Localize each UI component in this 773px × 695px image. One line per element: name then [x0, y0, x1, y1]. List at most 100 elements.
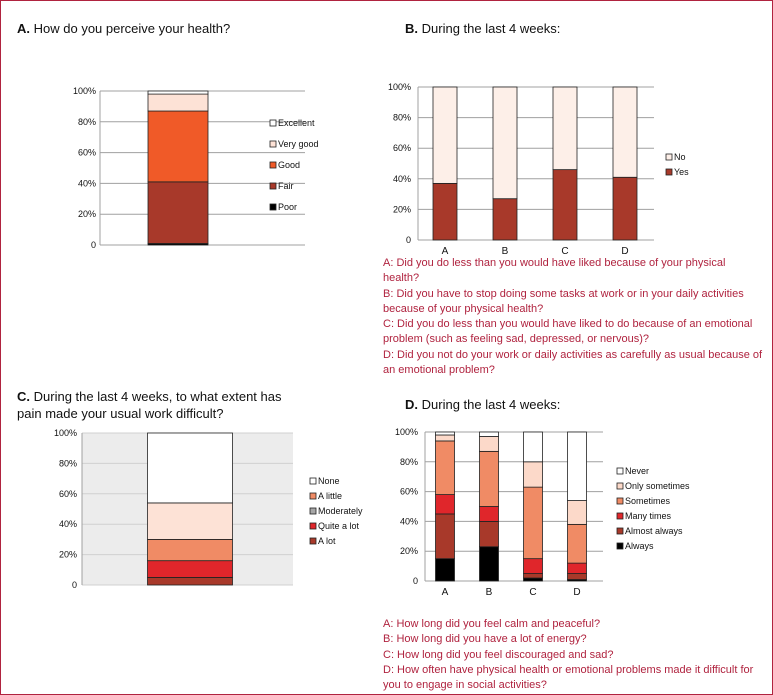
chart-a-legend-label: Excellent [278, 118, 315, 128]
chart-c-bar-total-a-lot [147, 577, 233, 586]
chart-b-y-tick-label: 100% [388, 82, 411, 92]
chart-a-y-tick-label: 100% [73, 86, 96, 96]
chart-b-bar-c-yes [552, 169, 578, 241]
chart-d-bar-d-never [567, 431, 587, 501]
panel-d-question-a: A: How long did you feel calm and peacef… [383, 618, 601, 630]
panel-b-question-c: C: Did you do less than you would have l… [383, 318, 753, 346]
panel-a-title: A. How do you perceive your health? [17, 20, 230, 37]
panel-d-question-d: D: How often have physical health or emo… [383, 663, 754, 692]
chart-b-x-tick-label: D [621, 246, 628, 257]
chart-a-y-tick-label: 0 [91, 240, 96, 250]
chart-b-legend-swatch [665, 168, 673, 176]
chart-c-legend-label: Quite a lot [318, 521, 360, 531]
chart-d-bar-c-always [523, 577, 543, 582]
chart-a-bar-total-very-good [147, 93, 209, 112]
panel-c-title-line-1: During the last 4 weeks, to what extent … [33, 389, 282, 404]
chart-d-legend-label: Almost always [625, 526, 683, 536]
chart-b-bar-b-no [492, 86, 518, 200]
panel-d-question-c: C: How long did you feel discouraged and… [383, 648, 614, 661]
chart-c-bar-total-a-little [147, 502, 233, 540]
chart-d-legend-swatch [616, 527, 624, 535]
chart-b-bar-d-yes [612, 176, 638, 241]
chart-a-y-tick-label: 20% [78, 209, 96, 219]
chart-d-bar-b-only-sometimes [479, 436, 499, 452]
chart-a-legend-swatch [269, 140, 277, 148]
chart-d-bar-b-never [479, 431, 499, 437]
chart-d-bar-d-many-times [567, 562, 587, 574]
chart-a-legend-swatch [269, 182, 277, 190]
chart-a-legend-swatch [269, 161, 277, 169]
chart-d-x-tick-label: A [442, 587, 449, 598]
chart-d-bar-b-sometimes [479, 450, 499, 507]
chart-d-legend-swatch [616, 497, 624, 505]
chart-c-legend-label: A little [318, 491, 342, 501]
chart-c-legend-swatch [309, 537, 317, 545]
chart-d-bar-a-many-times [435, 494, 455, 515]
panel-b-title-text: During the last 4 weeks: [421, 21, 561, 36]
chart-b-legend-label: No [674, 152, 686, 162]
chart-d-bar-d-sometimes [567, 523, 587, 564]
chart-c-legend-swatch [309, 522, 317, 530]
chart-d-legend-label: Only sometimes [625, 481, 690, 491]
chart-c-y-tick-label: 80% [59, 458, 77, 468]
chart-b-legend-label: Yes [674, 167, 689, 177]
chart-b-bar-b-yes [492, 198, 518, 241]
panel-d-title: D. During the last 4 weeks: [405, 396, 560, 413]
chart-d-y-tick-label: 0 [413, 576, 418, 586]
chart-b-y-tick-label: 40% [393, 174, 411, 184]
panel-d-letter: D. [405, 397, 418, 412]
chart-c-legend-label: A lot [318, 536, 336, 546]
chart-d-y-tick-label: 80% [400, 457, 418, 467]
chart-d-y-tick-label: 20% [400, 546, 418, 556]
chart-c-y-tick-label: 100% [54, 428, 77, 438]
chart-b-y-tick-label: 20% [393, 204, 411, 214]
chart-d-bar-d-only-sometimes [567, 500, 587, 525]
chart-a-legend-label: Very good [278, 139, 319, 149]
panel-c-title-line-2: pain made your usual work difficult? [17, 406, 224, 421]
panel-b-question-b: B: Did you have to stop doing some tasks… [383, 287, 744, 315]
chart-a-legend-label: Good [278, 160, 300, 170]
chart-c-bar-total-quite-a-lot [147, 560, 233, 578]
chart-d-legend-label: Never [625, 466, 649, 476]
chart-a-legend-swatch [269, 203, 277, 211]
chart-d-y-tick-label: 40% [400, 516, 418, 526]
panel-d-question-b: B: How long did you have a lot of energy… [383, 633, 587, 646]
chart-b-y-tick-label: 0 [406, 235, 411, 245]
chart-d-bar-a-sometimes [435, 440, 455, 495]
chart-d-bar-c-only-sometimes [523, 461, 543, 488]
panel-c-title: C. During the last 4 weeks, to what exte… [17, 388, 281, 422]
chart-a-y-tick-label: 40% [78, 178, 96, 188]
chart-a-legend-label: Poor [278, 202, 297, 212]
chart-b-y-tick-label: 60% [393, 143, 411, 153]
panel-c-letter: C. [17, 389, 30, 404]
chart-a-legend-label: Fair [278, 181, 294, 191]
panel-d-title-text: During the last 4 weeks: [421, 397, 561, 412]
chart-d-legend-swatch [616, 467, 624, 475]
chart-d-bar-b-always [479, 546, 499, 582]
chart-a-bar-total-fair [147, 181, 209, 244]
chart-d-bar-a-only-sometimes [435, 434, 455, 442]
chart-c-y-tick-label: 0 [72, 580, 77, 590]
chart-d-bar-c-sometimes [523, 486, 543, 560]
chart-b-bar-c-no [552, 86, 578, 171]
chart-d-bar-c-many-times [523, 558, 543, 574]
chart-b-bar-d-no [612, 86, 638, 178]
chart-d-legend-swatch [616, 542, 624, 550]
panel-d-questions: A: How long did you feel calm and peacef… [383, 617, 763, 693]
chart-d-legend-label: Sometimes [625, 496, 671, 506]
panel-b-title: B. During the last 4 weeks: [405, 20, 560, 37]
panel-a-letter: A. [17, 21, 30, 36]
chart-a-y-tick-label: 80% [78, 117, 96, 127]
chart-c-legend-label: Moderately [318, 506, 363, 516]
chart-a-y-tick-label: 60% [78, 148, 96, 158]
chart-d-bar-c-never [523, 431, 543, 463]
chart-d-bar-c-almost-always [523, 573, 543, 579]
chart-a-legend-swatch [269, 119, 277, 127]
chart-d-bar-a-never [435, 431, 455, 436]
chart-d-legend-swatch [616, 512, 624, 520]
chart-b-bar-a-no [432, 86, 458, 184]
chart-d-legend-label: Always [625, 541, 654, 551]
chart-d-bar-b-almost-always [479, 521, 499, 548]
chart-b-x-tick-label: A [442, 246, 449, 257]
chart-a-bar-total-excellent [147, 90, 209, 95]
